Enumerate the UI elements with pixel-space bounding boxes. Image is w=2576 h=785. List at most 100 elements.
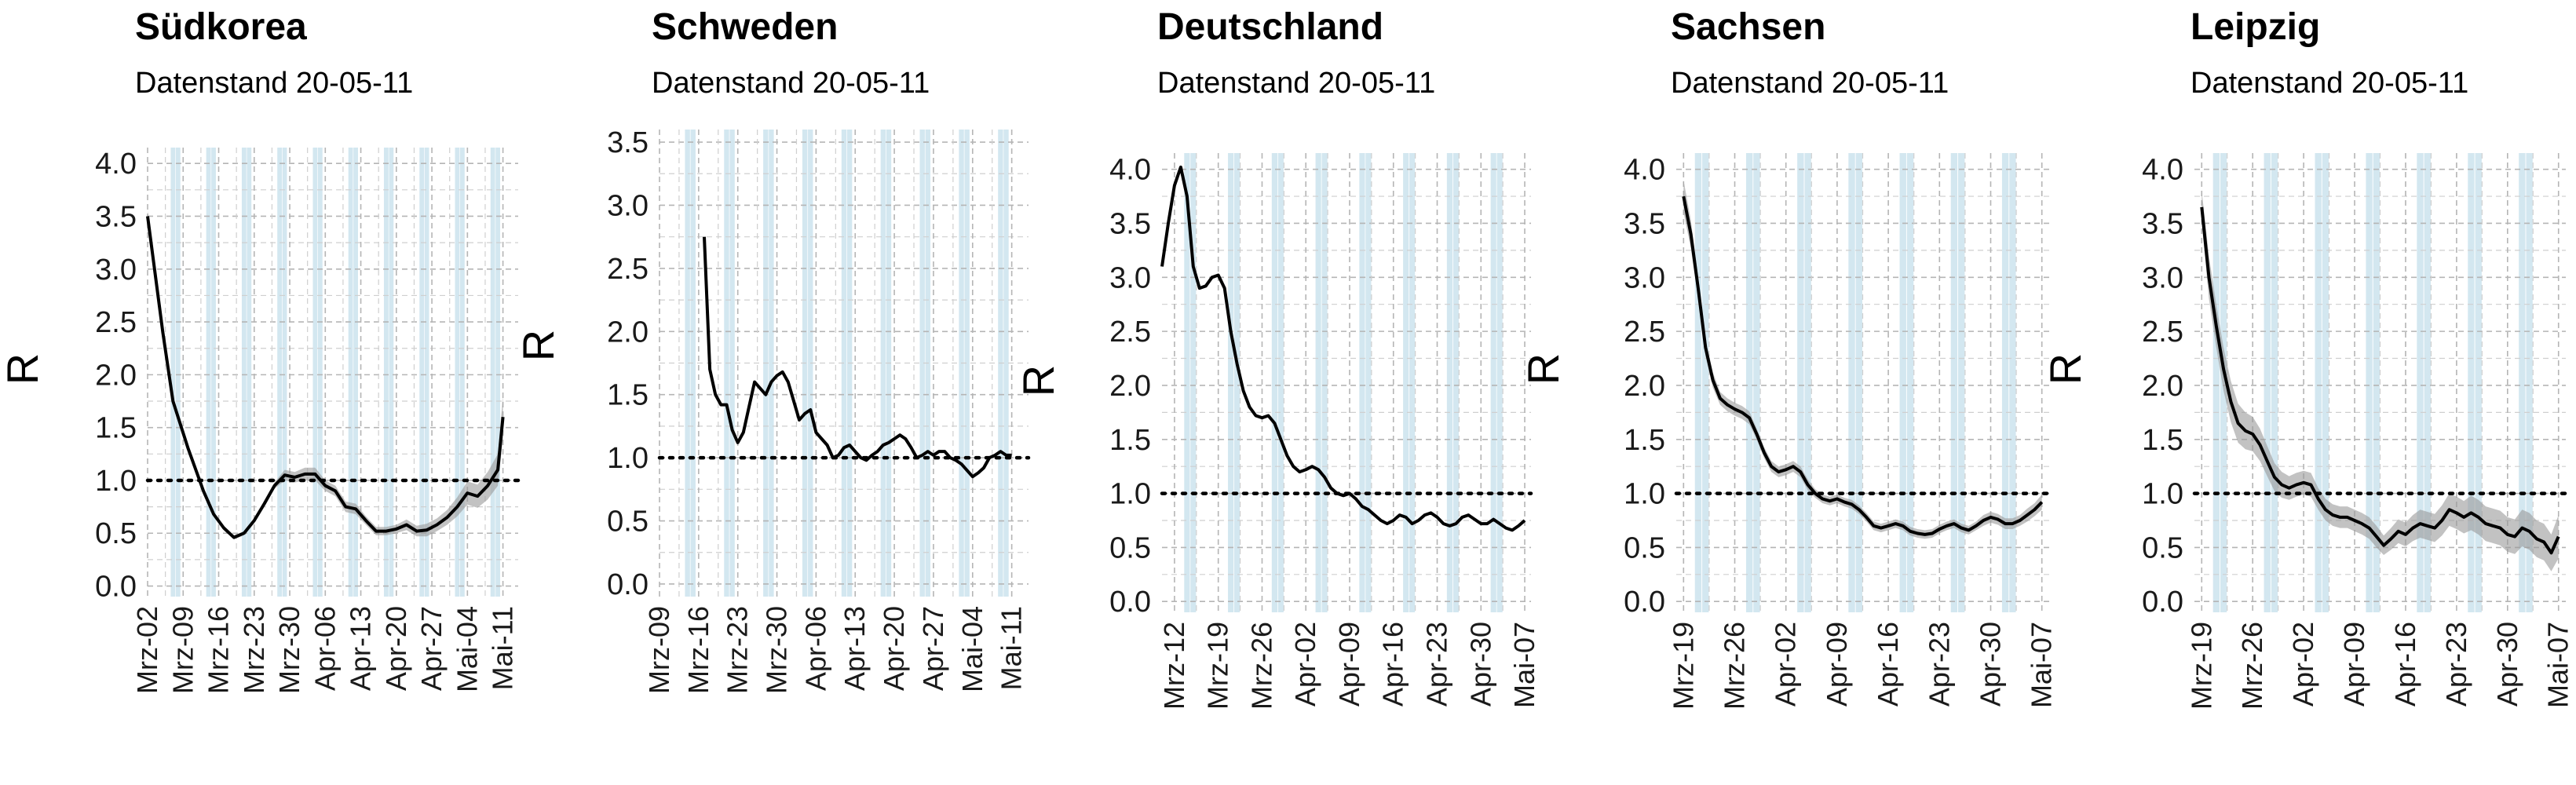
x-tick-label: Apr-23 (1923, 622, 1955, 706)
series-line (2200, 206, 2560, 555)
weekend-band (495, 148, 501, 597)
weekend-band (1190, 153, 1197, 612)
weekend-band (282, 148, 287, 597)
y-tick-label: 4.0 (1109, 154, 1151, 187)
x-tick-label: Apr-16 (1872, 622, 1904, 706)
x-tick-label: Mai-11 (996, 606, 1028, 690)
panel-subtitle: Datenstand 20-05-11 (652, 67, 930, 100)
plot-area: 0.0 0.5 1.0 1.5 2.0 2.5 3.0 3.5 4.0 Mrz-19 Mrz-26 A… (2142, 153, 2574, 710)
weekend-band (2271, 153, 2278, 612)
x-tick-label: Apr-13 (345, 606, 377, 691)
y-axis-label: R (2041, 353, 2090, 385)
weekend-band (211, 148, 216, 597)
weekend-band (2322, 153, 2329, 612)
x-tick-label: Apr-27 (917, 606, 949, 691)
weekend-band (1855, 153, 1863, 612)
weekend-band (348, 148, 353, 597)
y-tick-label: 1.5 (1624, 424, 1665, 457)
weekend-band (459, 148, 465, 597)
weekend-band (1277, 153, 1284, 612)
weekend-band (2526, 153, 2533, 612)
weekend-band (1271, 153, 1277, 612)
y-tick-label: 0.5 (95, 517, 137, 550)
weekend-band (1753, 153, 1760, 612)
x-tick-label: Mai-07 (2026, 622, 2058, 708)
weekend-band (419, 148, 425, 597)
y-tick-label: 2.0 (2142, 370, 2183, 403)
weekend-band (2264, 153, 2271, 612)
series-line (1160, 165, 1526, 532)
x-tick-label: Apr-02 (1289, 622, 1321, 706)
y-tick-label: 3.0 (1109, 261, 1151, 294)
x-tick-label: Mrz-23 (238, 606, 270, 694)
weekend-band (1745, 153, 1753, 612)
weekend-band (353, 148, 359, 597)
x-tick-label: Apr-23 (1421, 622, 1453, 706)
x-tick-label: Mai-04 (956, 606, 988, 692)
weekend-band (2475, 153, 2482, 612)
weekend-band (964, 130, 970, 597)
panel-subtitle: Datenstand 20-05-11 (135, 67, 413, 100)
weekend-band (1184, 153, 1190, 612)
weekend-band (2468, 153, 2475, 612)
y-tick-label: 3.5 (2142, 207, 2183, 240)
weekend-band (1446, 153, 1453, 612)
y-tick-label: 1.5 (1109, 424, 1151, 457)
weekend-band (1321, 153, 1328, 612)
y-tick-label: 3.0 (2142, 261, 2183, 294)
x-tick-label: Apr-09 (1821, 622, 1853, 706)
panel-title: Deutschland (1157, 6, 1383, 48)
weekend-band (1496, 153, 1503, 612)
x-tick-label: Apr-27 (415, 606, 448, 691)
plot-area: 0.0 0.5 1.0 1.5 2.0 2.5 3.0 3.5 4.0 Mrz-12 Mrz-19 M… (1109, 153, 1540, 710)
weekend-band (1702, 153, 1709, 612)
weekend-band (277, 148, 283, 597)
weekend-band (317, 148, 323, 597)
panel-sachsen: Sachsen Datenstand 20-05-11 R 0.0 0.5 1.0 1… (1518, 6, 2058, 710)
y-tick-label: 0.5 (1109, 531, 1151, 564)
y-tick-label: 3.5 (1109, 207, 1151, 240)
weekend-band (490, 148, 495, 597)
y-tick-label: 1.0 (1624, 478, 1665, 511)
weekend-band (2212, 153, 2220, 612)
y-tick-label: 3.0 (1624, 261, 1665, 294)
weekend-band (2315, 153, 2322, 612)
weekend-band (389, 148, 394, 597)
x-tick-label: Mrz-30 (761, 606, 793, 694)
weekend-band (1848, 153, 1855, 612)
panel-deutschland: Deutschland Datenstand 20-05-11 R 0.0 0.5… (1014, 6, 1540, 710)
y-tick-label: 3.5 (95, 200, 137, 233)
x-tick-label: Mrz-19 (1202, 622, 1234, 710)
y-tick-label: 1.5 (2142, 424, 2183, 457)
y-tick-label: 0.5 (607, 506, 649, 539)
y-tick-label: 4.0 (2142, 154, 2183, 187)
x-tick-label: Apr-16 (2389, 622, 2421, 706)
y-tick-label: 2.5 (607, 253, 649, 286)
y-tick-label: 1.0 (95, 465, 137, 498)
x-tick-label: Mrz-16 (203, 606, 235, 694)
y-tick-label: 0.5 (1624, 531, 1665, 564)
weekend-band (1228, 153, 1234, 612)
weekend-band (1950, 153, 1958, 612)
x-tick-label: Mrz-09 (166, 606, 199, 694)
weekend-band (1403, 153, 1409, 612)
x-tick-label: Mrz-16 (682, 606, 714, 694)
x-tick-label: Mai-07 (2542, 622, 2574, 708)
x-tick-label: Mrz-23 (722, 606, 754, 694)
weekend-band (769, 130, 774, 597)
y-tick-label: 4.0 (95, 148, 137, 181)
panel-subtitle: Datenstand 20-05-11 (1671, 67, 1949, 100)
y-tick-label: 2.0 (95, 359, 137, 392)
y-tick-label: 0.0 (1109, 586, 1151, 619)
x-tick-label: Apr-30 (1464, 622, 1496, 706)
x-tick-label: Mrz-19 (2185, 622, 2217, 710)
y-tick-label: 2.0 (1624, 370, 1665, 403)
y-tick-label: 2.5 (1624, 316, 1665, 349)
weekend-band (1797, 153, 1804, 612)
x-tick-label: Mrz-02 (131, 606, 163, 694)
y-tick-label: 1.5 (607, 379, 649, 412)
y-tick-label: 0.5 (2142, 531, 2183, 564)
